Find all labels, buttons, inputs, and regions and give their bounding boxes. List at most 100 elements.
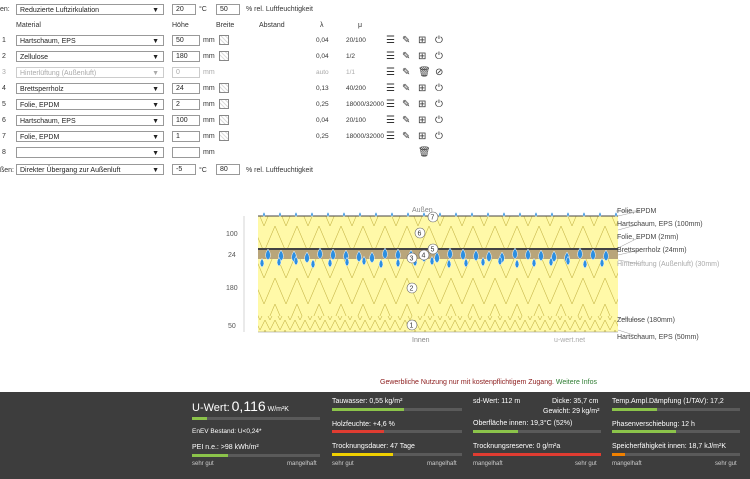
trash-icon[interactable]: 🗑	[418, 147, 431, 158]
add-layer-icon[interactable]: ⊞	[418, 51, 427, 62]
hamburger-menu-icon[interactable]: ☰	[386, 67, 395, 78]
hamburger-menu-icon[interactable]: ☰	[386, 35, 395, 46]
inside-temp-unit: °C	[199, 6, 207, 13]
outside-prefix: ßen:	[0, 167, 15, 174]
hatch-pattern-icon[interactable]	[219, 131, 229, 141]
power-icon[interactable]: ⏻	[435, 83, 443, 94]
water-drop	[342, 211, 346, 218]
phasen-text: Phasenverschiebung: 12 h	[612, 421, 695, 428]
add-layer-icon[interactable]: ⊞	[418, 115, 427, 126]
pencil-icon[interactable]: ✎	[402, 83, 411, 94]
pencil-icon[interactable]: ✎	[402, 115, 411, 126]
hamburger-menu-icon[interactable]: ☰	[386, 99, 395, 110]
water-drop	[265, 248, 271, 261]
layer-height-unit: mm	[203, 133, 215, 140]
power-icon[interactable]: ⏻	[435, 35, 443, 46]
hatch-pattern-icon[interactable]	[219, 83, 229, 93]
water-drop	[390, 211, 394, 218]
pencil-icon[interactable]: ✎	[402, 99, 411, 110]
svg-text:4: 4	[422, 253, 426, 260]
holzfeuchte-text: Holzfeuchte: +4,6 %	[332, 421, 395, 428]
circle-2: 2	[406, 282, 418, 294]
layer-material-value: Hartschaum, EPS	[20, 118, 76, 125]
inside-temp-input[interactable]: 20	[172, 4, 196, 15]
right-label-7: Hartschaum, EPS (50mm)	[617, 334, 699, 341]
layer-height-input[interactable]: 50	[172, 35, 200, 46]
dicke-text: Dicke: 35,7 cm	[552, 398, 599, 405]
water-drop	[446, 258, 452, 269]
hatch-pattern-icon[interactable]	[219, 99, 229, 109]
layer-material-select[interactable]: Hinterlüftung (Außenluft) ▼	[16, 67, 164, 78]
water-drop	[463, 257, 469, 268]
water-drop	[525, 248, 531, 261]
layer-material-select[interactable]: Folie, EPDM ▼	[16, 99, 164, 110]
notice-link[interactable]: Weitere Infos	[555, 379, 597, 386]
outside-temp-input[interactable]: -5	[172, 164, 196, 175]
pencil-icon[interactable]: ✎	[402, 67, 411, 78]
hamburger-menu-icon[interactable]: ☰	[386, 51, 395, 62]
water-drop	[565, 255, 571, 266]
water-drop	[369, 251, 375, 264]
layer-height-input[interactable]: 180	[172, 51, 200, 62]
hatch-pattern-icon[interactable]	[219, 115, 229, 125]
pencil-icon[interactable]: ✎	[402, 131, 411, 142]
water-drop	[276, 256, 282, 267]
add-layer-icon[interactable]: ⊞	[418, 35, 427, 46]
layer-height-unit: mm	[203, 149, 215, 156]
water-drop	[317, 247, 323, 260]
power-icon[interactable]: ⏻	[435, 131, 443, 142]
layer-material-select[interactable]: Brettsperrholz ▼	[16, 83, 164, 94]
power-icon[interactable]: ⏻	[435, 115, 443, 126]
trash-icon[interactable]: 🗑	[418, 67, 431, 78]
outside-humidity-input[interactable]: 80	[216, 164, 240, 175]
hatch-pattern-icon[interactable]	[219, 35, 229, 45]
layer-height-input[interactable]	[172, 147, 200, 158]
water-drop	[566, 211, 570, 218]
header-hoehe: Höhe	[172, 22, 189, 29]
inside-mode-select[interactable]: Reduzierte Luftzirkulation ▼	[16, 4, 164, 15]
layer-material-select[interactable]: Hartschaum, EPS ▼	[16, 115, 164, 126]
col2-mangelhaft: mangelhaft	[427, 461, 457, 467]
trocknungsreserve-bar	[473, 453, 601, 456]
col4-sehr-gut: sehr gut	[715, 461, 737, 467]
col4-mangelhaft: mangelhaft	[612, 461, 642, 467]
pencil-icon[interactable]: ✎	[402, 35, 411, 46]
add-layer-icon[interactable]: ⊞	[418, 131, 427, 142]
layer-number: 2	[2, 53, 6, 60]
trocknungsreserve-text: Trocknungsreserve: 0 g/m²a	[473, 443, 561, 450]
circle-6: 6	[414, 227, 426, 239]
layer-height-input[interactable]: 0	[172, 67, 200, 78]
water-drop	[512, 247, 518, 260]
water-drop	[486, 250, 492, 263]
layer-material-select[interactable]: Hartschaum, EPS ▼	[16, 35, 164, 46]
water-drop	[538, 249, 544, 262]
layer-height-input[interactable]: 2	[172, 99, 200, 110]
hatch-pattern-icon[interactable]	[219, 51, 229, 61]
add-layer-icon[interactable]: ⊞	[418, 99, 427, 110]
disabled-icon[interactable]: ⊘	[435, 67, 444, 78]
add-layer-icon[interactable]: ⊞	[418, 83, 427, 94]
layer-material-select[interactable]: Folie, EPDM ▼	[16, 131, 164, 142]
outside-mode-select[interactable]: Direkter Übergang zur Außenluft ▼	[16, 164, 164, 175]
layer-height-input[interactable]: 24	[172, 83, 200, 94]
layer-material-select[interactable]: Zellulose ▼	[16, 51, 164, 62]
chevron-down-icon: ▼	[152, 38, 159, 45]
chevron-down-icon: ▼	[152, 134, 159, 141]
pencil-icon[interactable]: ✎	[402, 51, 411, 62]
layer-height-input[interactable]: 100	[172, 115, 200, 126]
power-icon[interactable]: ⏻	[435, 99, 443, 110]
water-drop	[330, 248, 336, 261]
inside-humidity-input[interactable]: 50	[216, 4, 240, 15]
water-drop	[486, 211, 490, 218]
hamburger-menu-icon[interactable]: ☰	[386, 83, 395, 94]
hamburger-menu-icon[interactable]: ☰	[386, 131, 395, 142]
results-panel: U-Wert: 0,116 W/m²K EnEV Bestand: U<0,24…	[0, 392, 750, 479]
dim-180: 180	[226, 285, 238, 292]
speicher-text: Speicherfähigkeit innen: 18,7 kJ/m²K	[612, 443, 727, 450]
layer-material-select[interactable]: ▼	[16, 147, 164, 158]
water-drop	[429, 255, 435, 266]
power-icon[interactable]: ⏻	[435, 51, 443, 62]
layer-height-input[interactable]: 1	[172, 131, 200, 142]
hamburger-menu-icon[interactable]: ☰	[386, 115, 395, 126]
col3-sehr-gut: sehr gut	[575, 461, 597, 467]
